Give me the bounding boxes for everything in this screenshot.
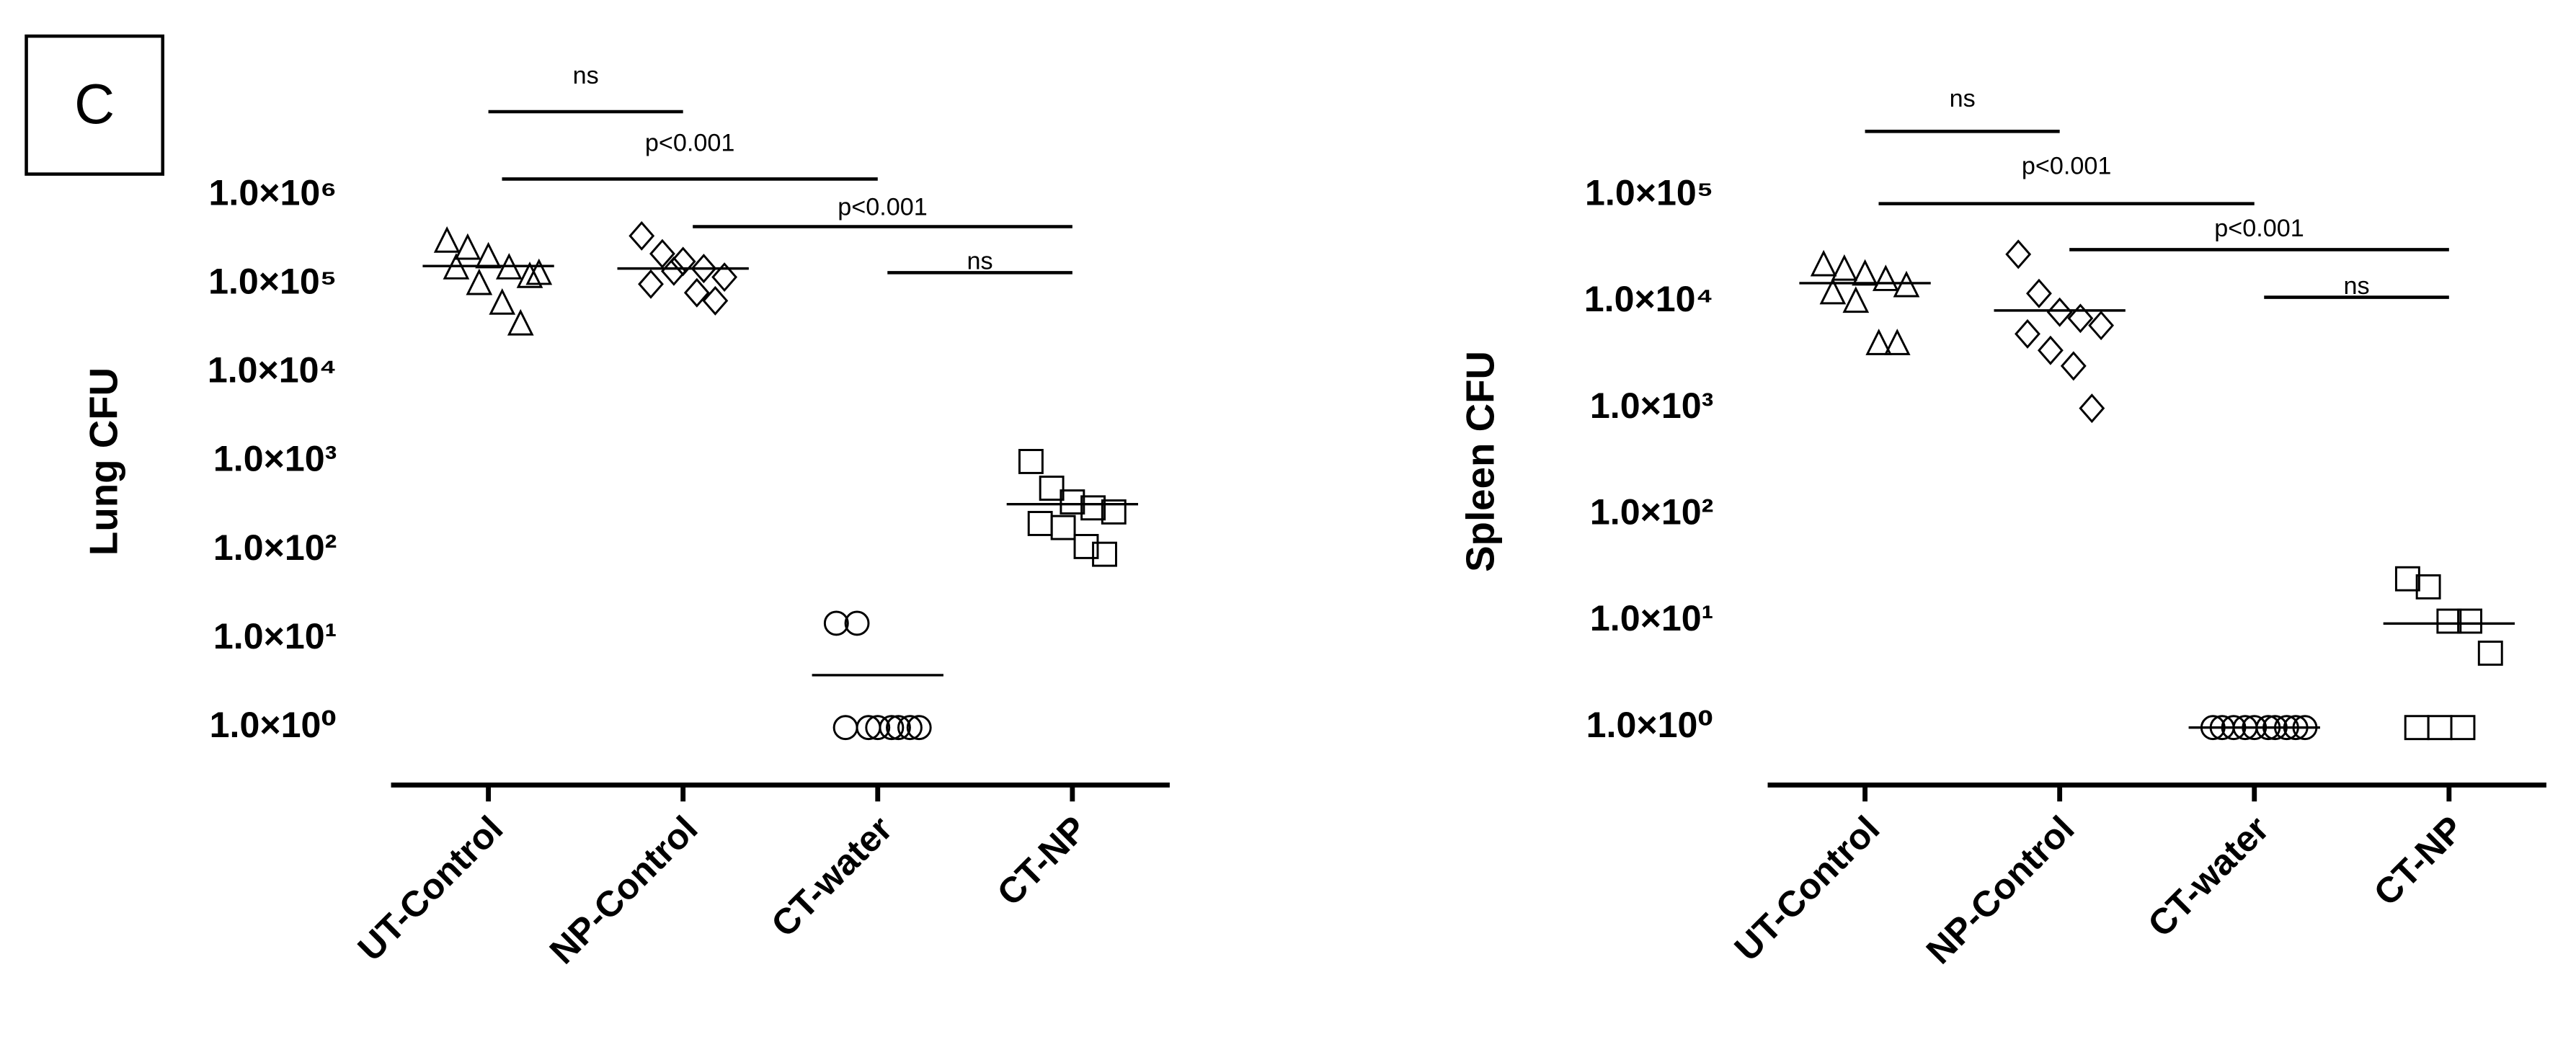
circle-marker — [832, 715, 858, 741]
y-tick-label: 1.0×10¹ — [213, 616, 337, 656]
significance-label: p<0.001 — [2022, 153, 2111, 180]
triangle-marker — [525, 258, 553, 285]
triangle-marker — [1819, 277, 1847, 305]
significance-label: ns — [967, 248, 993, 275]
triangle-marker — [1893, 270, 1920, 298]
triangle-marker — [1852, 259, 1878, 286]
y-axis-label: Spleen CFU — [1458, 351, 1503, 572]
x-tick-label: UT-Control — [1727, 808, 1888, 969]
diamond-marker — [2026, 278, 2052, 308]
triangle-marker — [1831, 254, 1858, 281]
y-tick-label: 1.0×10² — [213, 527, 337, 568]
significance-label: p<0.001 — [838, 193, 927, 220]
diamond-marker — [2015, 318, 2040, 349]
y-tick-label: 1.0×10⁵ — [1585, 172, 1713, 213]
square-marker — [2415, 574, 2441, 600]
triangle-marker — [1883, 329, 1911, 355]
significance-label: ns — [1950, 85, 1976, 112]
panel-label-box — [25, 34, 165, 176]
triangle-marker — [507, 308, 534, 336]
circle-marker — [897, 715, 923, 741]
diamond-marker — [629, 220, 655, 251]
diamond-marker — [670, 246, 696, 277]
y-tick-label: 1.0×10⁴ — [1584, 279, 1714, 319]
chart-panel: 1.0×10⁰ 1.0×10¹ 1.0×10² 1.0×10³ 1.0×10⁴ 1.0×1… — [81, 62, 1170, 971]
square-marker — [1060, 489, 1085, 515]
x-tick-label: UT-Control — [350, 808, 511, 969]
significance-label: ns — [2343, 272, 2369, 300]
y-tick-label: 1.0×10³ — [1590, 386, 1713, 426]
triangle-marker — [489, 288, 516, 315]
diamond-marker — [2060, 351, 2087, 381]
triangle-marker — [1842, 286, 1870, 313]
x-tick-label: CT-NP — [2366, 808, 2471, 914]
x-tick-label: NP-Control — [542, 808, 706, 972]
y-tick-label: 1.0×10⁰ — [210, 705, 337, 745]
triangle-marker — [475, 241, 502, 269]
y-tick-label: 1.0×10² — [1590, 492, 1713, 533]
diamond-marker — [2005, 239, 2032, 269]
y-tick-label: 1.0×10⁴ — [208, 350, 337, 391]
chart-panel: 1.0×10⁰ 1.0×10¹ 1.0×10² 1.0×10³ 1.0×10⁴ 1.0×1… — [1458, 85, 2546, 971]
square-marker — [2394, 566, 2420, 592]
triangle-marker — [1810, 249, 1837, 277]
diamond-marker — [690, 254, 717, 284]
triangle-marker — [1872, 264, 1899, 291]
triangle-marker — [433, 226, 461, 253]
y-tick-label: 1.0×10³ — [213, 439, 337, 479]
y-tick-label: 1.0×10⁵ — [208, 262, 337, 302]
triangle-marker — [516, 262, 543, 288]
square-marker — [1050, 514, 1076, 540]
diamond-marker — [702, 285, 729, 316]
diamond-marker — [2079, 393, 2105, 424]
circle-marker — [906, 715, 932, 741]
circle-marker — [879, 715, 905, 741]
square-marker — [1080, 495, 1106, 521]
diamond-marker — [2046, 297, 2073, 327]
y-tick-label: 1.0×10⁶ — [209, 172, 337, 213]
x-tick-label: CT-water — [763, 808, 900, 945]
circle-marker — [823, 610, 849, 636]
diamond-marker — [2067, 303, 2094, 334]
panel-label: C — [74, 73, 115, 135]
square-marker — [1092, 541, 1117, 567]
diamond-marker — [2037, 335, 2064, 365]
y-tick-label: 1.0×10¹ — [1590, 598, 1713, 638]
triangle-marker — [454, 233, 481, 260]
square-marker — [2457, 608, 2482, 634]
square-marker — [2404, 715, 2430, 741]
square-marker — [1027, 511, 1053, 536]
square-marker — [1101, 499, 1127, 525]
square-marker — [2427, 715, 2453, 741]
circle-marker — [865, 715, 891, 741]
square-marker — [1018, 449, 1044, 474]
square-marker — [1039, 476, 1065, 501]
diamond-marker — [2088, 311, 2115, 341]
triangle-marker — [1865, 329, 1893, 355]
triangle-marker — [466, 268, 493, 295]
x-tick-label: CT-NP — [990, 808, 1095, 914]
square-marker — [2436, 608, 2462, 634]
circle-marker — [886, 715, 911, 741]
square-marker — [2477, 641, 2503, 666]
diamond-marker — [683, 277, 710, 308]
circle-marker — [844, 610, 870, 636]
significance-label: p<0.001 — [645, 130, 734, 157]
y-axis-label: Lung CFU — [81, 367, 126, 556]
diamond-marker — [638, 269, 664, 299]
diamond-marker — [711, 262, 738, 293]
diamond-marker — [660, 256, 687, 286]
significance-label: ns — [573, 62, 599, 89]
diamond-marker — [649, 239, 675, 269]
significance-label: p<0.001 — [2214, 215, 2304, 242]
x-tick-label: NP-Control — [1919, 808, 2082, 972]
x-tick-label: CT-water — [2140, 808, 2276, 945]
square-marker — [1073, 534, 1099, 559]
y-tick-label: 1.0×10⁰ — [1586, 705, 1714, 745]
square-marker — [2450, 715, 2476, 741]
